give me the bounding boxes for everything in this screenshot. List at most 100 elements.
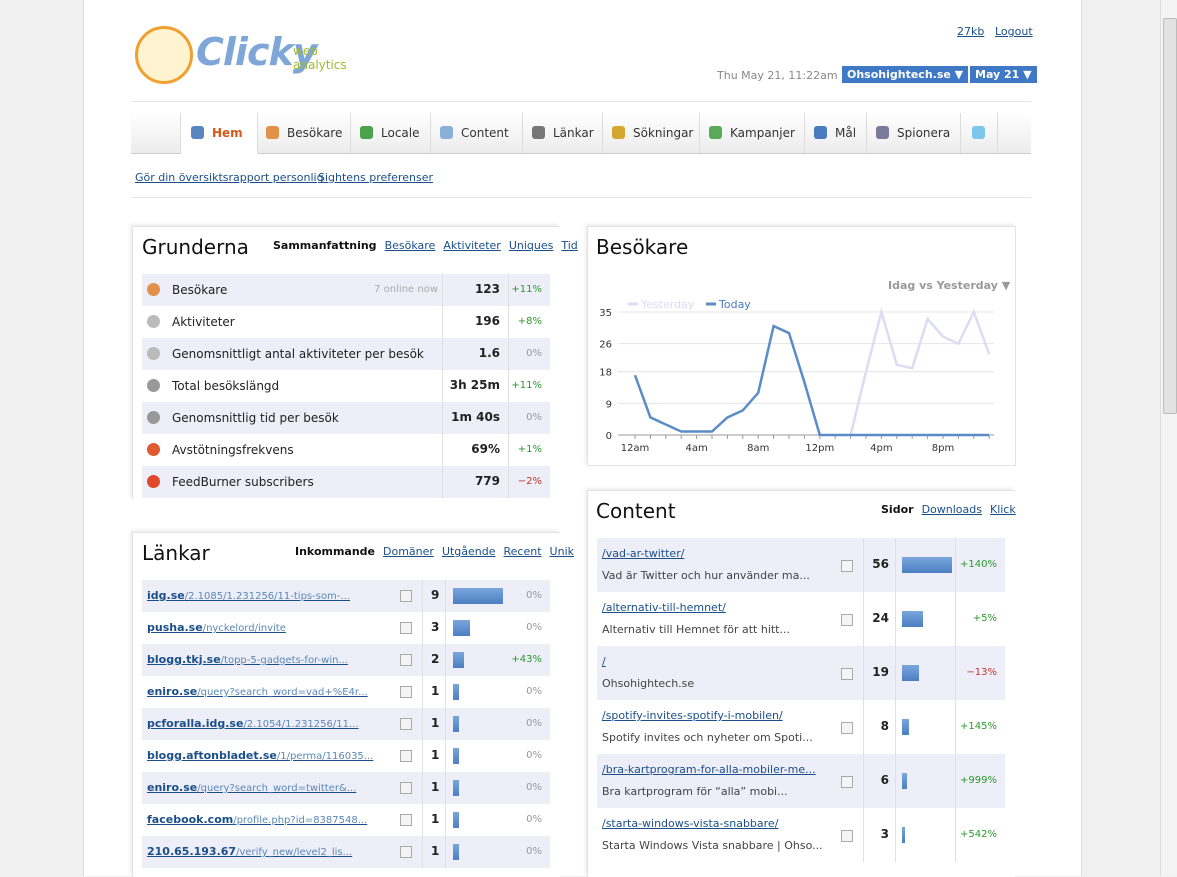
panel-tab[interactable]: Besökare (384, 239, 436, 252)
x-tick-label: 12am (621, 443, 650, 454)
panel-tab[interactable]: Uniques (508, 239, 554, 252)
nav-tab[interactable]: Sökningar (602, 113, 700, 153)
y-tick-label: 35 (599, 308, 612, 319)
tab-label: Hem (212, 126, 243, 140)
series-line (849, 307, 991, 436)
x-tick-label: 8am (747, 443, 769, 454)
x-tick-label: 4am (685, 443, 707, 454)
twitter-icon (972, 126, 985, 139)
nav-tab[interactable]: Besökare (256, 113, 351, 153)
cell-border (863, 808, 864, 862)
count-bar (902, 557, 952, 573)
path: /query?search_word=vad+%E4r... (197, 687, 368, 698)
content-row: /alternativ-till-hemnet/Alternativ till … (597, 592, 1005, 646)
referrer-link[interactable]: pusha.se/nyckelord/invite (147, 621, 286, 634)
referrer-link[interactable]: blogg.tkj.se/topp-5-gadgets-for-win... (147, 653, 348, 666)
open-icon (400, 654, 412, 666)
count-bar (453, 748, 459, 764)
sub-link[interactable]: Sightens preferenser (318, 171, 433, 184)
open-icon (841, 776, 853, 788)
page-change: −13% (966, 667, 997, 678)
link-change: 0% (526, 750, 542, 761)
cell-border (442, 402, 443, 434)
site-select[interactable]: Ohsohightech.se ▼ (842, 66, 969, 83)
cell-border (442, 306, 443, 338)
sub-link[interactable]: Gör din översiktsrapport personlig (135, 171, 324, 184)
page-url[interactable]: /alternativ-till-hemnet/ (602, 601, 726, 614)
y-tick-label: 0 (606, 431, 612, 442)
count-bar (902, 665, 919, 681)
panel-tab[interactable]: Aktiviteter (443, 239, 501, 252)
legend-label: Yesterday (640, 298, 695, 311)
cell-border (445, 644, 446, 676)
nav-tab[interactable]: Locale (350, 113, 431, 153)
cell-border (442, 274, 443, 306)
link-count: 1 (431, 780, 440, 794)
nav-tab[interactable]: Hem (180, 113, 258, 154)
referrer-link[interactable]: facebook.com/profile.php?id=8387548... (147, 813, 367, 826)
link-row: facebook.com/profile.php?id=8387548... 1 0… (142, 804, 550, 836)
referrer-link[interactable]: 210.65.193.67/verify_new/level2_lis... (147, 845, 352, 858)
nav-tab[interactable] (960, 113, 998, 153)
panel-tab[interactable]: Utgående (441, 545, 496, 558)
cell-border (508, 402, 509, 434)
nav-tab[interactable]: Kampanjer (699, 113, 805, 153)
page-change: +999% (960, 775, 997, 786)
link-count: 1 (431, 684, 440, 698)
cell-border (508, 434, 509, 466)
link-change: 0% (526, 846, 542, 857)
referrer-link[interactable]: eniro.se/query?search_word=twitter&... (147, 781, 356, 794)
link-row: pusha.se/nyckelord/invite 3 0% (142, 612, 550, 644)
scrollbar[interactable] (1160, 0, 1177, 876)
datetime: Thu May 21, 11:22am (717, 69, 838, 82)
open-icon (400, 590, 412, 602)
panel-tab[interactable]: Tid (561, 239, 578, 252)
link-count: 1 (431, 716, 440, 730)
scroll-thumb[interactable] (1163, 18, 1177, 414)
nav-tab[interactable]: Länkar (522, 113, 603, 153)
cell-border (895, 538, 896, 592)
referrer-link[interactable]: eniro.se/query?search_word=vad+%E4r... (147, 685, 368, 698)
content-row: /bra-kartprogram-for-alla-mobiler-me... B… (597, 754, 1005, 808)
page-url[interactable]: /vad-ar-twitter/ (602, 547, 685, 560)
row-icon (147, 283, 160, 296)
cell-border (422, 772, 423, 804)
tab-label: Besökare (287, 126, 343, 140)
count-bar (453, 844, 459, 860)
nav-tab[interactable]: Mål (804, 113, 867, 153)
referrer-link[interactable]: pcforalla.idg.se/2.1054/1.231256/11... (147, 717, 359, 730)
page-url[interactable]: /bra-kartprogram-for-alla-mobiler-me... (602, 763, 816, 776)
date-select[interactable]: May 21 ▼ (970, 66, 1037, 83)
open-icon (400, 782, 412, 794)
referrer-link[interactable]: blogg.aftonbladet.se/1/perma/116035... (147, 749, 373, 762)
logo-sub: analytics (293, 58, 347, 72)
panel-tab[interactable]: Downloads (921, 503, 982, 516)
nav-tab[interactable]: Spionera (866, 113, 961, 153)
compare-select[interactable]: Idag vs Yesterday ▼ (888, 279, 1011, 292)
tab-label: Länkar (553, 126, 594, 140)
link-change: 0% (526, 718, 542, 729)
divider (131, 197, 1031, 198)
panel-tab[interactable]: Unik (549, 545, 574, 558)
panel-tab[interactable]: Domäner (383, 545, 434, 558)
page-url[interactable]: /spotify-invites-spotify-i-mobilen/ (602, 709, 783, 722)
panel-tab: Inkommande (295, 545, 376, 558)
size-link[interactable]: 27kb (957, 25, 985, 38)
logout-link[interactable]: Logout (995, 25, 1033, 38)
stat-label: FeedBurner subscribers (172, 475, 314, 489)
link-change: 0% (526, 686, 542, 697)
link-row: eniro.se/query?search_word=twitter&... 1 0… (142, 772, 550, 804)
cell-border (863, 538, 864, 592)
content-row: /spotify-invites-spotify-i-mobilen/Spoti… (597, 700, 1005, 754)
page-url[interactable]: / (602, 655, 606, 668)
referrer-link[interactable]: idg.se/2.1085/1.231256/11-tips-som-... (147, 589, 350, 602)
panel-title: Grunderna (142, 235, 249, 259)
panel-tab[interactable]: Klick (989, 503, 1016, 516)
page-url[interactable]: /starta-windows-vista-snabbare/ (602, 817, 779, 830)
y-tick-label: 26 (599, 340, 612, 351)
nav-tab[interactable]: Content (430, 113, 523, 153)
cell-border (955, 538, 956, 592)
stat-label: Avstötningsfrekvens (172, 443, 294, 457)
domain: pusha.se (147, 621, 203, 634)
panel-tab[interactable]: Recent (503, 545, 542, 558)
